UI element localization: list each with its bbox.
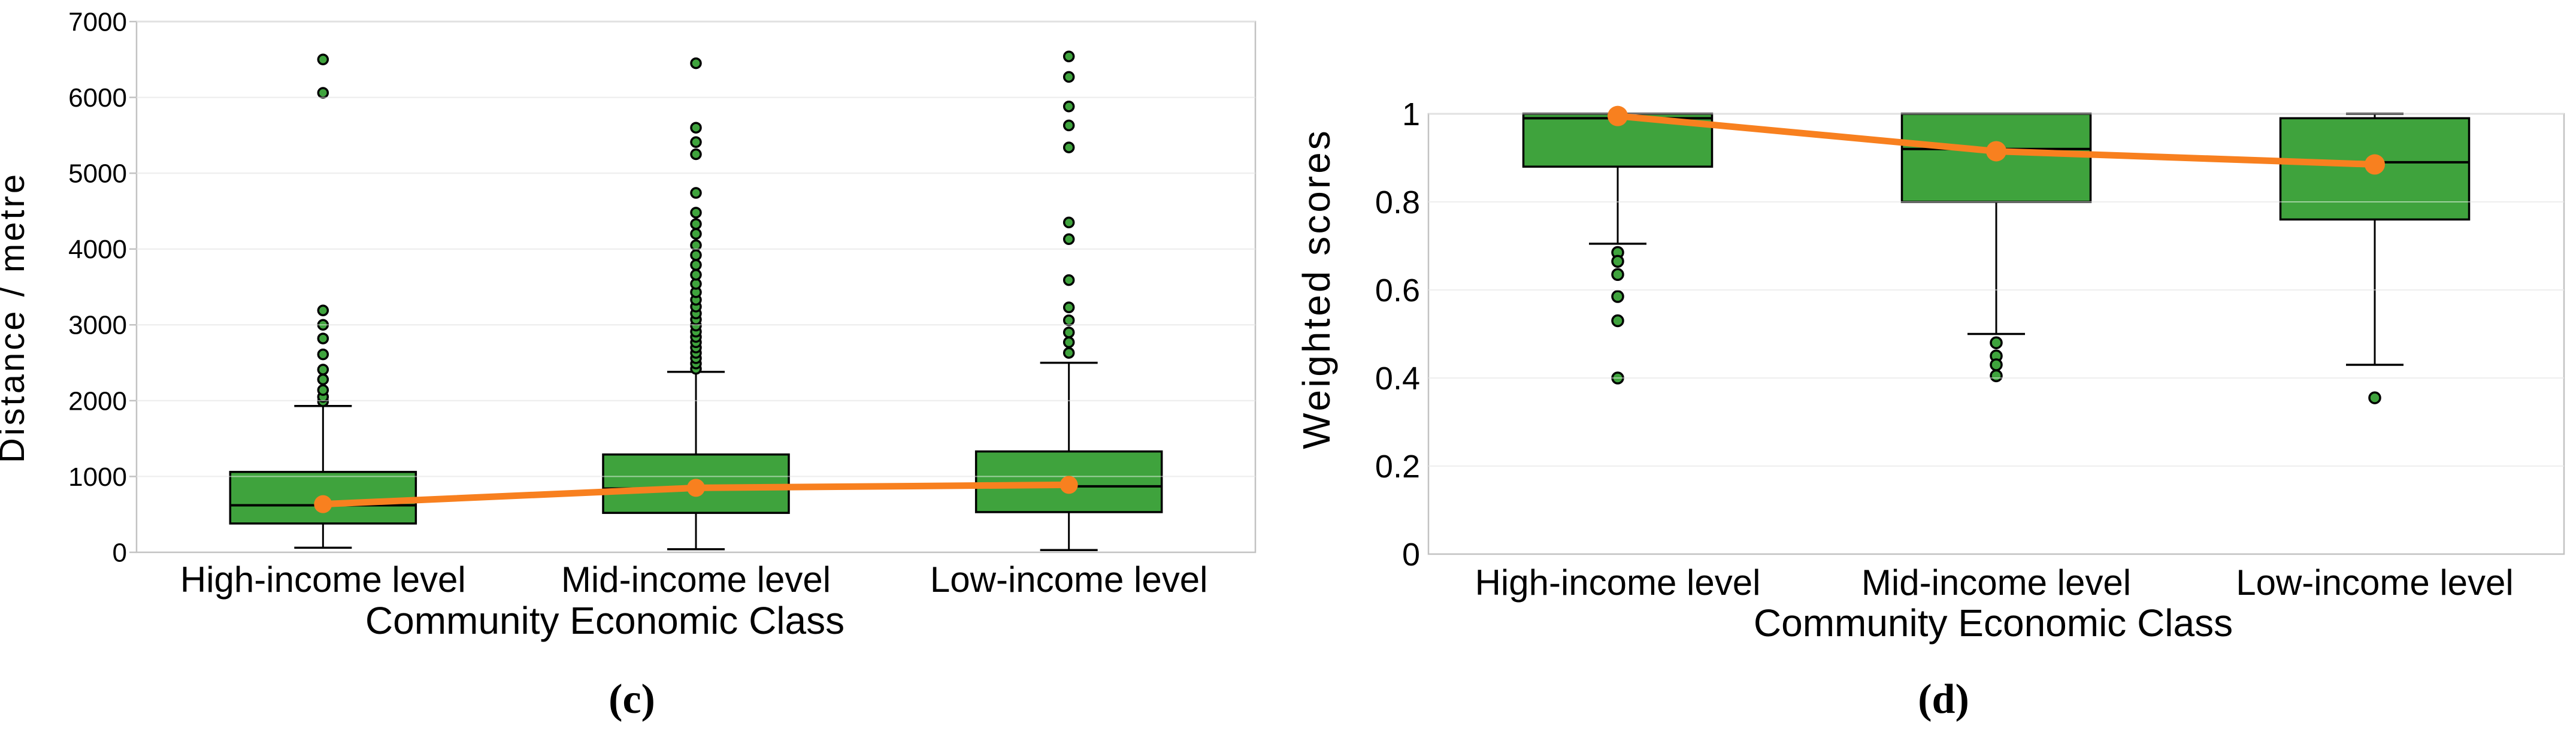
y-tick-label: 0.6	[1375, 273, 1420, 308]
outlier-point	[1063, 274, 1075, 286]
outlier-point	[690, 148, 702, 161]
x-category-label: High-income level	[1475, 562, 1761, 603]
outlier-point	[317, 373, 329, 386]
outlier-point	[317, 348, 329, 361]
x-category-label: Low-income level	[2236, 562, 2514, 603]
y-tick-label: 0.4	[1375, 361, 1420, 397]
mean-marker	[1986, 141, 2006, 162]
y-tick-label: 0	[1402, 537, 1420, 573]
y-axis-title: Weighted scores	[1295, 128, 1338, 449]
outlier-point	[690, 136, 702, 148]
outlier-point	[317, 87, 329, 99]
outlier-point	[690, 187, 702, 199]
outlier-point	[1063, 314, 1075, 326]
outlier-point	[690, 218, 702, 230]
outlier-point	[1063, 50, 1075, 62]
outlier-point	[1063, 101, 1075, 113]
x-category-label: High-income level	[180, 559, 466, 600]
outlier-point	[317, 384, 329, 396]
outlier-point	[1990, 336, 2003, 349]
outlier-point	[1990, 358, 2003, 371]
y-axis-title: Distance / metre	[0, 172, 32, 463]
outlier-point	[1611, 314, 1624, 328]
y-tick-label: 5000	[68, 159, 127, 189]
y-tick-label: 2000	[68, 386, 127, 416]
mean-marker	[2365, 154, 2385, 175]
outlier-point	[690, 228, 702, 240]
x-category-label: Mid-income level	[561, 559, 831, 600]
outlier-point	[2368, 391, 2381, 404]
outlier-point	[690, 259, 702, 271]
outlier-point	[1063, 336, 1075, 349]
outlier-point	[690, 268, 702, 281]
y-tick-label: 1	[1402, 96, 1420, 132]
outlier-point	[1063, 301, 1075, 313]
y-tick-label: 0.8	[1375, 184, 1420, 220]
x-axis-title: Community Economic Class	[1754, 601, 2233, 645]
outlier-point	[1611, 290, 1624, 303]
x-axis-title: Community Economic Class	[365, 599, 844, 642]
outlier-point	[690, 239, 702, 252]
mean-marker	[687, 479, 705, 497]
y-tick-label: 0	[113, 538, 127, 567]
x-category-label: Mid-income level	[1861, 562, 2131, 603]
outlier-point	[1063, 347, 1075, 359]
outlier-point	[690, 207, 702, 219]
outlier-point	[1990, 369, 2003, 383]
caption-panel-d: (d)	[1918, 676, 1969, 722]
mean-marker	[1060, 476, 1078, 494]
outlier-point	[317, 53, 329, 66]
outlier-point	[1063, 119, 1075, 132]
outlier-point	[1063, 71, 1075, 83]
outlier-point	[317, 332, 329, 344]
outlier-point	[690, 57, 702, 69]
outlier-point	[1063, 233, 1075, 246]
y-tick-label: 7000	[68, 7, 127, 37]
mean-marker	[1608, 105, 1628, 126]
outlier-point	[690, 122, 702, 134]
outlier-point	[317, 304, 329, 316]
y-tick-label: 1000	[68, 462, 127, 492]
outlier-point	[1063, 216, 1075, 229]
outlier-point	[1063, 141, 1075, 153]
outlier-point	[1063, 326, 1075, 338]
x-category-label: Low-income level	[930, 559, 1208, 600]
y-tick-label: 3000	[68, 311, 127, 340]
outlier-point	[690, 249, 702, 261]
outlier-point	[317, 364, 329, 376]
y-tick-label: 4000	[68, 235, 127, 264]
y-tick-label: 6000	[68, 83, 127, 113]
outlier-point	[1611, 255, 1624, 268]
y-tick-label: 0.2	[1375, 449, 1420, 485]
caption-panel-c: (c)	[609, 676, 655, 722]
outlier-point	[1611, 268, 1624, 282]
mean-marker	[314, 495, 332, 513]
